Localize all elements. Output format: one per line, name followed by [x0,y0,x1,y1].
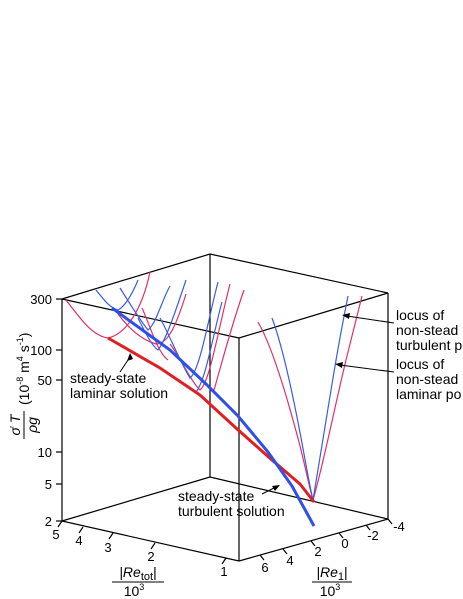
z-label-numerator: σ̇ T [7,413,23,435]
left-tick-label: 3 [104,540,111,555]
laminar-label-line2: laminar solution [70,385,168,401]
right-tick-mark [365,524,371,531]
laminar-curve [117,293,187,345]
laminar-label-line1: steady-state [70,370,146,386]
right-axis-label: |Re1| 103 [312,564,352,599]
box-edge-bottom-right [238,518,389,562]
locus-turbulent-line1: locus of [396,307,444,323]
left-tick-label: 4 [75,533,82,548]
laminar-curve [257,321,314,501]
left-label-denominator: 103 [124,582,145,599]
turbulent-curve [95,279,139,311]
left-tick-mark [78,526,84,534]
steady-turbulent-line [111,306,316,527]
right-axis-ticks: 6 4 2 0 -2 -4 [259,518,405,575]
turbulent-label-line2: turbulent solution [178,503,285,519]
z-tick-label: 5 [45,477,52,492]
left-axis-ticks: 5 4 3 2 1 [52,520,228,579]
right-tick-mark [387,518,393,525]
z-axis-ticks: 300 100 50 10 5 2 [30,292,62,529]
z-tick-label: 10 [38,445,52,460]
right-tick-label: 6 [261,560,268,575]
right-tick-label: -4 [393,519,405,534]
left-tick-mark [57,520,63,528]
turbulent-curve [159,281,219,379]
left-tick-label: 2 [147,549,154,564]
right-label-numerator: |Re1| [316,564,347,583]
left-axis-label: |Retot| 103 [112,564,164,599]
z-tick-label: 2 [45,514,52,529]
box-edge-top-right [209,253,389,294]
z-tick-label: 300 [30,292,52,307]
box-edge-bottom-back-left [61,476,211,522]
right-tick-label: 2 [314,544,321,559]
locus-laminar-line1: locus of [396,356,444,372]
left-label-numerator: |Retot| [119,564,156,583]
z-tick-label: 100 [30,343,52,358]
z-label-denominator: ρg [24,417,40,434]
right-tick-label: 4 [286,553,293,568]
arrow-head [342,313,350,319]
right-tick-label: 0 [341,536,348,551]
arrow-head [335,362,343,368]
turbulent-curve [271,317,314,501]
left-tick-mark [108,532,114,540]
box-edge-top-front-right [238,292,389,339]
locus-laminar-line3: laminar po [396,386,462,402]
plot-box [61,253,389,562]
turbulent-label-line1: steady-state [178,488,254,504]
left-tick-mark [221,557,227,565]
arrow-locus-turbulent [346,315,395,324]
locus-turbulent-line3: turbulent p [396,337,462,353]
z-tick-label: 50 [38,373,52,388]
right-tick-mark [310,540,316,547]
left-tick-mark [150,542,156,550]
laminar-curve [213,289,245,391]
arrow-head [127,353,133,361]
annotation-arrows [119,313,395,495]
z-axis-label: σ̇ T ρg (10-8 m4 s-1) [7,333,40,439]
right-tick-mark [338,532,344,539]
locus-turbulent-line2: non-stead [396,322,458,338]
left-tick-label: 5 [52,527,59,542]
turbulent-curve [119,285,171,331]
annotations: steady-state laminar solution steady-sta… [70,307,462,519]
turbulent-curve [312,295,349,501]
locus-laminar-line2: non-stead [396,371,458,387]
right-tick-mark [259,554,265,561]
left-tick-label: 1 [220,564,227,579]
z-label-units: (10-8 m4 s-1) [15,333,32,405]
arrow-locus-laminar [339,364,395,373]
arrow-head [272,485,280,491]
laminar-curve [312,295,363,501]
right-tick-mark [282,548,288,555]
box-edge-top-back [61,253,211,300]
box-edge-bottom-left [61,520,240,562]
right-label-denominator: 103 [320,582,341,599]
steady-laminar-line [107,336,316,503]
turbulent-curve [195,301,223,393]
right-tick-label: -2 [367,528,379,543]
non-steady-curves-right [257,295,363,501]
